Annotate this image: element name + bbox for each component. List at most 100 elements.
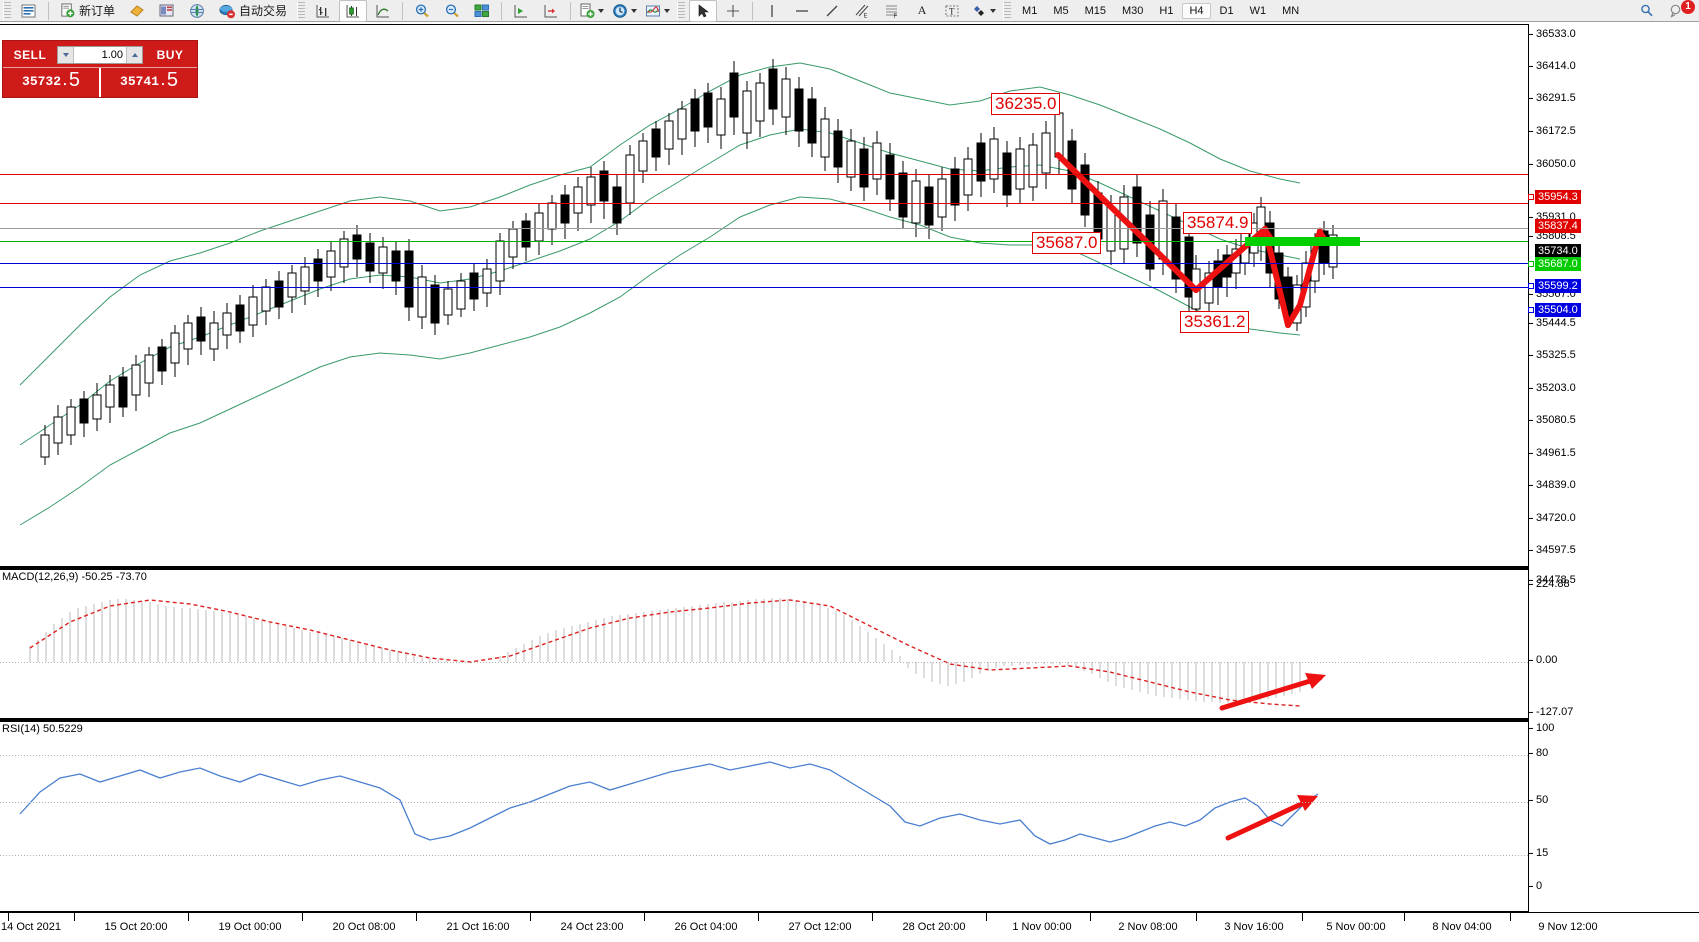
trade-prices-row: 35732 . 5 35741 . 5 [3,67,197,97]
volume-decrease-button[interactable] [58,47,74,63]
candlestick-chart-icon[interactable] [339,0,368,22]
sell-button[interactable]: SELL [13,48,47,62]
svg-text:T: T [949,6,955,16]
zoom-in-icon[interactable] [408,0,436,22]
svg-text:E: E [864,13,868,19]
rsi-pane[interactable]: RSI(14) 50.5229 [0,720,1528,912]
price-tick: 35444.5 [1529,317,1576,329]
new-order-button[interactable]: 新订单 [54,0,121,22]
rsi-label: RSI(14) 50.5229 [2,723,83,735]
chart-shift-icon[interactable] [507,0,535,22]
price-label-35599[interactable]: 35599.2 [1535,279,1581,293]
time-axis[interactable]: 14 Oct 2021 15 Oct 20:00 19 Oct 00:00 20… [0,912,1699,942]
toolbar-grip-3[interactable] [677,1,686,20]
volume-increase-button[interactable] [126,47,142,63]
annot-35361[interactable]: 35361.2 [1180,311,1250,333]
alerts-icon[interactable]: 1 [1663,0,1695,22]
toolbar-grip[interactable] [3,1,11,20]
timeframe-m1[interactable]: M1 [1022,4,1038,17]
svg-text:F: F [894,13,898,18]
time-label: 21 Oct 16:00 [446,921,510,933]
auto-scroll-icon[interactable] [537,0,565,22]
cursor-icon[interactable] [689,0,718,22]
price-label-35734: 35734.0 [1535,244,1581,258]
profile-icon[interactable] [123,0,151,22]
annot-35687[interactable]: 35687.0 [1032,232,1102,254]
indicators-icon[interactable] [642,0,673,22]
shapes-icon[interactable] [968,0,999,22]
bar-chart-icon[interactable] [309,0,337,22]
toolbar-grip-4[interactable] [1003,1,1012,20]
level-handle-35687[interactable] [1528,261,1534,267]
volume-stepper[interactable]: 1.00 [57,46,143,64]
chevron-down-icon[interactable] [598,8,605,13]
fibonacci-icon[interactable]: F [878,0,906,22]
macd-series [29,598,1326,711]
annot-35874[interactable]: 35874.9 [1183,212,1253,234]
timeframe-m5[interactable]: M5 [1053,4,1069,17]
price-label-35687[interactable]: 35687.0 [1535,257,1581,271]
sell-price[interactable]: 35732 . 5 [3,68,101,97]
price-scale[interactable]: 36533.0 36414.0 36291.5 36172.5 36050.0 … [1528,24,1699,942]
trendline-icon[interactable] [818,0,846,22]
level-line-35504[interactable] [0,287,1528,288]
time-label: 15 Oct 20:00 [104,921,168,933]
rsi-tick: 100 [1529,722,1554,734]
price-tick: 35808.5 [1529,230,1576,242]
sell-price-dot: . [61,74,69,89]
volume-value[interactable]: 1.00 [74,47,126,63]
time-label: 26 Oct 04:00 [674,921,738,933]
timeframe-d1[interactable]: D1 [1219,4,1234,17]
chevron-down-icon-3[interactable] [664,8,671,13]
globe-icon[interactable] [183,0,211,22]
one-click-trading-panel[interactable]: SELL 1.00 BUY 35732 . 5 35741 . 5 [2,40,198,98]
timeframe-w1[interactable]: W1 [1249,4,1267,17]
horizontal-line-icon[interactable] [788,0,816,22]
tile-windows-icon[interactable] [468,0,496,22]
time-label: 3 Nov 16:00 [1224,921,1284,933]
text-icon[interactable]: A [917,3,927,17]
chevron-down-icon-2[interactable] [631,8,638,13]
sell-price-int: 35732 [22,74,62,89]
templates-icon[interactable] [576,0,607,22]
level-line-35954[interactable] [0,174,1528,175]
toolbar-separator-4 [570,1,572,20]
period-icon[interactable] [609,0,640,22]
market-watch-icon[interactable] [15,0,43,22]
rsi-line-15 [0,855,1528,856]
level-handle-35954[interactable] [1528,194,1534,200]
crosshair-icon[interactable] [719,0,747,22]
auto-trading-button[interactable]: 自动交易 [213,0,293,22]
search-icon[interactable] [1633,0,1661,22]
timeframe-h1[interactable]: H1 [1159,4,1174,17]
level-line-35599[interactable] [0,263,1528,264]
text-label-icon[interactable]: T [938,0,966,22]
toolbar-grip-2[interactable] [297,1,306,20]
timeframe-h4[interactable]: H4 [1182,2,1211,19]
level-handle-35504[interactable] [1528,307,1534,313]
timeframe-mn[interactable]: MN [1282,4,1300,17]
zoom-out-icon[interactable] [438,0,466,22]
buy-price[interactable]: 35741 . 5 [101,68,197,97]
buy-button[interactable]: BUY [156,48,184,62]
price-label-35504[interactable]: 35504.0 [1535,303,1581,317]
price-label-35837[interactable]: 35837.4 [1535,219,1581,233]
price-pane[interactable]: 36235.0 35874.9 35687.0 35361.2 [0,24,1528,568]
timeframe-m15[interactable]: M15 [1084,4,1106,17]
level-line-35837[interactable] [0,203,1528,204]
vertical-line-icon[interactable] [758,0,786,22]
rsi-tick: 50 [1529,794,1548,806]
auto-trading-label: 自动交易 [239,4,288,18]
navigator-icon[interactable] [153,0,181,22]
time-label: 5 Nov 00:00 [1326,921,1386,933]
level-handle-35599[interactable] [1528,283,1534,289]
line-chart-icon[interactable] [369,0,397,22]
macd-pane[interactable]: MACD(12,26,9) -50.25 -73.70 [0,568,1528,720]
price-tick: 36414.0 [1529,60,1576,72]
timeframe-m30[interactable]: M30 [1122,4,1144,17]
chevron-down-icon-4[interactable] [990,8,997,13]
annot-36235[interactable]: 36235.0 [991,93,1061,115]
price-label-35954[interactable]: 35954.3 [1535,190,1581,204]
equidistant-channel-icon[interactable]: E [848,0,876,22]
